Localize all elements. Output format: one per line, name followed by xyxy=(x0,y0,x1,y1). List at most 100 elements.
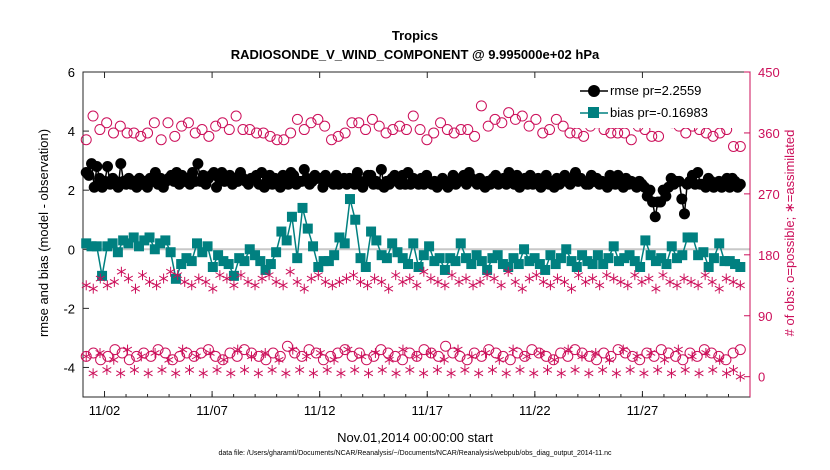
possible-point xyxy=(707,130,719,142)
assimilated-point xyxy=(137,270,148,281)
bias-point xyxy=(144,232,155,243)
rmse-point xyxy=(88,181,100,193)
bias-point xyxy=(613,256,624,267)
possible-lower-point xyxy=(598,347,610,359)
bias-point xyxy=(487,253,498,264)
assimilated-lower-point xyxy=(357,351,367,362)
bias-point xyxy=(640,235,651,246)
possible-lower-point xyxy=(238,344,250,356)
possible-lower-point xyxy=(339,344,351,356)
assimilated-point xyxy=(292,276,302,287)
assimilated-lower-point xyxy=(515,364,525,375)
possible-lower-point xyxy=(202,344,214,356)
possible-lower-point xyxy=(555,347,567,359)
bias-point xyxy=(482,264,493,275)
assimilated-lower-point xyxy=(522,351,532,362)
bias-point xyxy=(323,256,334,267)
rmse-point xyxy=(676,193,688,205)
bias-point xyxy=(213,250,224,261)
assimilated-point xyxy=(116,266,126,277)
bias-point xyxy=(239,256,250,267)
assimilated-lower-point xyxy=(274,354,284,365)
possible-point xyxy=(107,127,119,139)
bias-point xyxy=(424,241,435,252)
assimilated-point xyxy=(369,273,380,284)
assimilated-lower-point xyxy=(701,347,711,358)
possible-point xyxy=(516,110,528,122)
bias-point xyxy=(698,247,709,258)
possible-lower-point xyxy=(389,350,401,362)
bias-point xyxy=(429,256,440,267)
bias-point xyxy=(693,250,704,261)
y-tick-label-right: 180 xyxy=(758,248,780,263)
possible-point xyxy=(182,117,194,129)
bias-point xyxy=(661,259,672,270)
bias-point xyxy=(366,226,377,237)
possible-point xyxy=(230,110,242,122)
assimilated-lower-point xyxy=(109,354,119,365)
bias-point xyxy=(708,253,719,264)
possible-point xyxy=(332,130,344,142)
possible-lower-point xyxy=(346,350,358,362)
possible-point xyxy=(489,113,501,125)
bias-point xyxy=(202,241,213,252)
assimilated-lower-point xyxy=(591,347,601,358)
bias-point xyxy=(360,262,371,272)
bias-point xyxy=(730,259,741,270)
possible-point xyxy=(176,120,188,132)
chart-title: Tropics xyxy=(392,28,438,43)
assimilated-point xyxy=(672,280,682,291)
possible-lower-point xyxy=(217,354,229,366)
assimilated-point xyxy=(651,283,661,294)
assimilated-lower-point xyxy=(618,344,628,355)
possible-point xyxy=(578,130,590,142)
x-tick-label: 11/17 xyxy=(411,403,443,418)
assimilated-lower-point xyxy=(425,347,436,358)
bias-point xyxy=(376,250,387,261)
assimilated-lower-point xyxy=(343,344,353,355)
possible-point xyxy=(264,130,276,142)
legend: rmse pr=2.2559 bias pr=-0.16983 xyxy=(575,80,743,128)
assimilated-lower-point xyxy=(474,368,484,379)
bias-point xyxy=(439,264,450,275)
possible-point xyxy=(509,113,521,125)
assimilated-lower-point xyxy=(377,364,387,375)
assimilated-lower-point xyxy=(639,368,649,379)
possible-point xyxy=(550,113,562,125)
assimilated-lower-point xyxy=(598,364,608,375)
y-tick-label-right: 450 xyxy=(758,65,780,80)
assimilated-lower-point xyxy=(281,368,291,379)
assimilated-point xyxy=(123,273,134,284)
assimilated-point xyxy=(510,276,520,287)
assimilated-point xyxy=(616,276,626,287)
assimilated-point xyxy=(700,270,710,281)
assimilated-point xyxy=(398,276,408,287)
rmse-point xyxy=(101,161,113,173)
possible-point xyxy=(285,127,297,139)
assimilated-point xyxy=(693,280,703,291)
assimilated-lower-point xyxy=(632,351,642,362)
possible-point xyxy=(503,107,515,119)
bias-point xyxy=(682,232,693,243)
bias-point xyxy=(381,253,392,264)
assimilated-lower-point xyxy=(308,368,319,379)
assimilated-lower-point xyxy=(370,347,381,358)
y-tick-label-left: 6 xyxy=(68,65,75,80)
rmse-point xyxy=(692,166,704,178)
possible-lower-point xyxy=(253,350,265,362)
bias-point xyxy=(687,232,698,243)
bias-point xyxy=(112,247,123,258)
y-axis-label-left: rmse and bias (model - observation) xyxy=(36,129,51,337)
assimilated-lower-point xyxy=(715,354,725,365)
possible-lower-point xyxy=(123,354,135,366)
assimilated-point xyxy=(517,283,527,294)
assimilated-point xyxy=(623,280,633,291)
bias-point xyxy=(666,241,677,252)
bias-point xyxy=(519,244,530,255)
possible-point xyxy=(319,120,331,132)
possible-point xyxy=(734,140,746,152)
assimilated-point xyxy=(271,276,281,287)
assimilated-point xyxy=(419,266,429,277)
possible-lower-point xyxy=(109,344,121,356)
